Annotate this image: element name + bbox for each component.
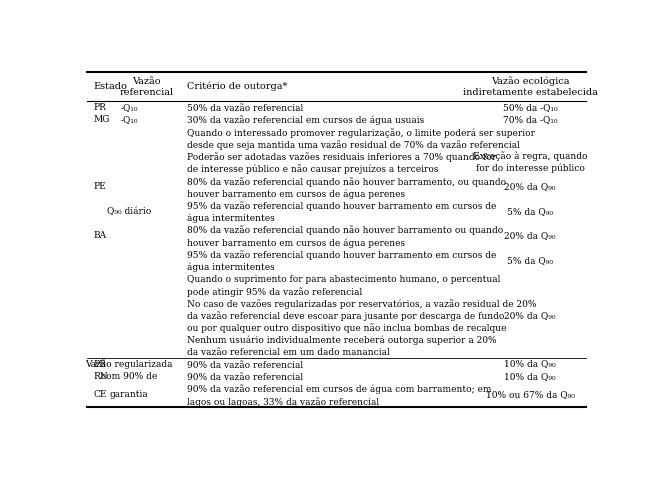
Text: desde que seja mantida uma vazão residual de 70% da vazão referencial: desde que seja mantida uma vazão residua… [187,140,520,150]
Text: com 90% de: com 90% de [101,372,157,381]
Text: 10% da Q₉₀: 10% da Q₉₀ [505,359,556,368]
Text: 70% da -Q₁₀: 70% da -Q₁₀ [503,115,557,124]
Text: 50% da -Q₁₀: 50% da -Q₁₀ [503,103,558,112]
Text: água intermitentes: água intermitentes [187,214,274,223]
Text: 95% da vazão referencial quando houver barramento em cursos de: 95% da vazão referencial quando houver b… [187,250,496,260]
Text: Quando o interessado promover regularização, o limite poderá ser superior: Quando o interessado promover regulariza… [187,128,535,138]
Text: PE: PE [93,182,106,192]
Text: 5% da Q₉₀: 5% da Q₉₀ [507,256,553,265]
Text: 10% ou 67% da Q₉₀: 10% ou 67% da Q₉₀ [486,390,575,399]
Text: da vazão referencial deve escoar para jusante por descarga de fundo: da vazão referencial deve escoar para ju… [187,311,504,321]
Text: Vazão regularizada: Vazão regularizada [85,359,173,369]
Text: 20% da Q₉₀: 20% da Q₉₀ [505,182,556,192]
Text: houver barramento em cursos de água perenes: houver barramento em cursos de água pere… [187,189,405,199]
Text: houver barramento em cursos de água perenes: houver barramento em cursos de água pere… [187,238,405,247]
Text: 90% da vazão referencial em cursos de água com barramento; em: 90% da vazão referencial em cursos de ág… [187,385,491,394]
Text: de interesse público e não causar prejuízos a terceiros: de interesse público e não causar prejuí… [187,164,438,174]
Text: 20% da Q₉₀: 20% da Q₉₀ [505,231,556,240]
Text: PR: PR [93,103,106,112]
Text: MG: MG [93,115,110,124]
Text: água intermitentes: água intermitentes [187,263,274,272]
Text: 30% da vazão referencial em cursos de água usuais: 30% da vazão referencial em cursos de ág… [187,115,424,125]
Text: CE: CE [93,390,107,399]
Text: Quando o suprimento for para abastecimento humano, o percentual: Quando o suprimento for para abastecimen… [187,275,500,284]
Text: garantia: garantia [110,390,148,399]
Text: BA: BA [93,231,106,240]
Text: No caso de vazões regularizadas por reservatórios, a vazão residual de 20%: No caso de vazões regularizadas por rese… [187,299,536,309]
Text: PB: PB [93,359,106,368]
Text: pode atingir 95% da vazão referencial: pode atingir 95% da vazão referencial [187,287,362,296]
Text: 80% da vazão referencial quando não houver barramento, ou quando: 80% da vazão referencial quando não houv… [187,177,506,186]
Text: Exceção à regra, quando: Exceção à regra, quando [473,151,587,161]
Text: da vazão referencial em um dado manancial: da vazão referencial em um dado manancia… [187,348,389,357]
Text: 5% da Q₉₀: 5% da Q₉₀ [507,207,553,216]
Text: 90% da vazão referencial: 90% da vazão referencial [187,360,303,369]
Text: 95% da vazão referencial quando houver barramento em cursos de: 95% da vazão referencial quando houver b… [187,201,496,211]
Text: Poderão ser adotadas vazões residuais inferiores a 70% quando for: Poderão ser adotadas vazões residuais in… [187,152,495,162]
Text: Vazão ecológica
indiretamente estabelecida: Vazão ecológica indiretamente estabeleci… [463,76,598,97]
Text: 50% da vazão referencial: 50% da vazão referencial [187,104,303,113]
Text: for do interesse público: for do interesse público [476,164,585,173]
Text: 20% da Q₉₀: 20% da Q₉₀ [505,310,556,320]
Text: Q₉₀ diário: Q₉₀ diário [107,207,151,216]
Text: ou por qualquer outro dispositivo que não inclua bombas de recalque: ou por qualquer outro dispositivo que nã… [187,324,506,333]
Text: Nenhum usuário individualmente receberá outorga superior a 20%: Nenhum usuário individualmente receberá … [187,336,496,345]
Text: Estado: Estado [93,82,127,91]
Text: Vazão
referencial: Vazão referencial [120,77,174,97]
Text: 80% da vazão referencial quando não houver barramento ou quando: 80% da vazão referencial quando não houv… [187,226,503,235]
Text: Critério de outorga*: Critério de outorga* [187,82,287,91]
Text: RN: RN [93,372,108,381]
Text: -Q₁₀: -Q₁₀ [120,103,138,112]
Text: 90% da vazão referencial: 90% da vazão referencial [187,373,303,382]
Text: lagos ou lagoas, 33% da vazão referencial: lagos ou lagoas, 33% da vazão referencia… [187,397,378,407]
Text: -Q₁₀: -Q₁₀ [120,115,138,124]
Text: 10% da Q₉₀: 10% da Q₉₀ [505,372,556,381]
